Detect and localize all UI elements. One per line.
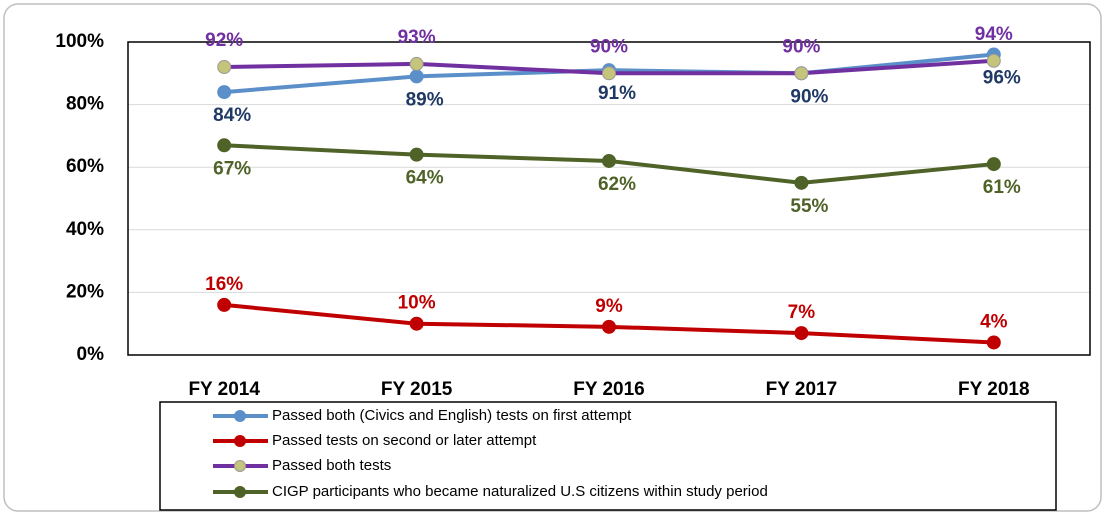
legend-label: Passed both (Civics and English) tests o…	[272, 407, 632, 424]
data-label: 67%	[213, 158, 251, 179]
data-point	[409, 56, 424, 71]
chart-frame	[3, 3, 1102, 512]
plot-border	[127, 41, 1091, 356]
y-tick-label: 60%	[66, 156, 104, 177]
y-tick-label: 100%	[55, 31, 104, 52]
data-label: 61%	[983, 177, 1021, 198]
data-label: 96%	[983, 68, 1021, 89]
y-tick-label: 80%	[66, 94, 104, 115]
legend-label: Passed tests on second or later attempt	[272, 432, 537, 449]
legend-box	[159, 401, 1057, 511]
data-label: 10%	[398, 293, 436, 314]
y-tick-label: 0%	[77, 344, 105, 365]
data-label: 92%	[205, 30, 243, 51]
y-tick-label: 40%	[66, 219, 104, 240]
legend-marker	[234, 486, 246, 498]
x-tick-label: FY 2018	[958, 379, 1029, 400]
data-point	[794, 175, 809, 190]
data-point	[409, 69, 424, 84]
data-label: 91%	[598, 83, 636, 104]
legend-label: Passed both tests	[272, 457, 391, 474]
data-label: 94%	[975, 24, 1013, 45]
data-label: 90%	[790, 86, 828, 107]
data-label: 64%	[406, 168, 444, 189]
data-label: 16%	[205, 274, 243, 295]
data-point	[986, 335, 1001, 350]
data-point	[986, 157, 1001, 172]
legend-marker	[234, 460, 246, 472]
data-label: 7%	[788, 302, 816, 323]
data-point	[794, 66, 809, 81]
legend-marker	[234, 410, 246, 422]
data-point	[794, 326, 809, 341]
data-label: 9%	[595, 296, 623, 317]
data-point	[217, 297, 232, 312]
data-label: 4%	[980, 311, 1008, 332]
data-point	[217, 85, 232, 100]
legend-marker	[234, 435, 246, 447]
data-point	[986, 53, 1001, 68]
data-label: 84%	[213, 105, 251, 126]
data-label: 90%	[782, 36, 820, 57]
data-label: 90%	[590, 36, 628, 57]
data-point	[217, 138, 232, 153]
data-point	[602, 66, 616, 81]
data-point	[217, 60, 232, 75]
legend-label: CIGP participants who became naturalized…	[272, 483, 768, 500]
y-tick-label: 20%	[66, 281, 104, 302]
x-tick-label: FY 2015	[381, 379, 453, 400]
data-label: 89%	[406, 89, 444, 110]
data-label: 62%	[598, 174, 636, 195]
data-point	[602, 319, 616, 334]
x-tick-label: FY 2016	[573, 379, 644, 400]
data-label: 93%	[398, 27, 436, 48]
data-point	[409, 147, 424, 162]
x-tick-label: FY 2014	[188, 379, 260, 400]
x-tick-label: FY 2017	[766, 379, 837, 400]
data-label: 55%	[790, 196, 828, 217]
data-point	[602, 153, 616, 168]
data-point	[409, 316, 424, 331]
